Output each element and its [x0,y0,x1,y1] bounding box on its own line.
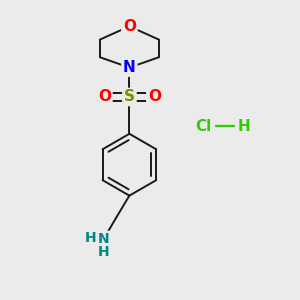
Text: O: O [148,89,161,104]
Text: H: H [98,245,110,259]
Text: H: H [238,119,250,134]
Text: O: O [123,19,136,34]
Text: Cl: Cl [195,119,211,134]
Text: H: H [85,231,96,245]
Text: N: N [98,232,110,246]
Text: O: O [98,89,111,104]
Text: S: S [124,89,135,104]
Text: N: N [123,60,136,75]
